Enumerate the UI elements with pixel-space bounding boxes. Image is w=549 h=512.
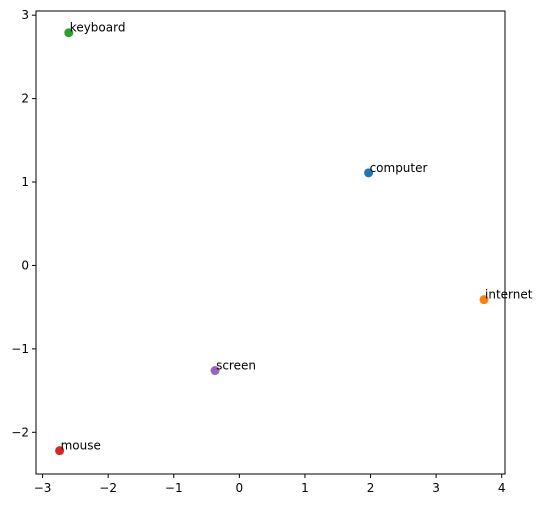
- point-screen: [210, 366, 220, 376]
- y-axis-ticks: −2 −1 0 1 2 3: [11, 8, 36, 439]
- marks-layer: computer internet keyboard mouse screen: [55, 21, 533, 456]
- x-tick-label: −2: [99, 481, 117, 495]
- y-tick-label: 0: [21, 258, 29, 272]
- x-axis-ticks: −3 −2 −1 0 1 2 3 4: [34, 474, 506, 495]
- plot-frame: [35, 10, 506, 475]
- point-label-computer: computer: [370, 161, 428, 175]
- x-tick-label: −3: [34, 481, 52, 495]
- point-computer: [364, 168, 374, 178]
- y-tick-label: 3: [21, 8, 29, 22]
- y-tick-label: 2: [21, 92, 29, 106]
- point-keyboard: [64, 28, 74, 38]
- point-label-mouse: mouse: [61, 439, 101, 453]
- x-tick-label: 4: [498, 481, 506, 495]
- point-label-internet: internet: [485, 288, 533, 302]
- y-tick-label: −1: [11, 342, 29, 356]
- point-mouse: [55, 446, 65, 456]
- point-label-keyboard: keyboard: [70, 21, 126, 35]
- point-label-screen: screen: [216, 359, 256, 373]
- y-tick-label: −2: [11, 425, 29, 439]
- x-tick-label: 1: [301, 481, 309, 495]
- point-internet: [479, 295, 489, 305]
- x-tick-label: 2: [367, 481, 375, 495]
- x-tick-label: −1: [165, 481, 183, 495]
- y-tick-label: 1: [21, 175, 29, 189]
- x-tick-label: 0: [236, 481, 244, 495]
- x-tick-label: 3: [432, 481, 440, 495]
